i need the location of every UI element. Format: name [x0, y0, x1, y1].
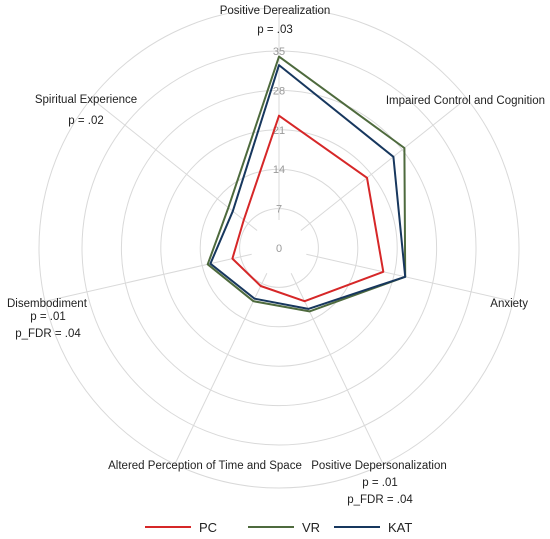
grid-spoke	[300, 97, 467, 231]
legend-swatch	[248, 526, 294, 528]
tick-label: 0	[276, 243, 282, 255]
legend-item-vr: VR	[248, 516, 320, 538]
legend-swatch	[334, 526, 380, 528]
axis-label: Spiritual Experience	[35, 94, 137, 106]
legend-label: VR	[302, 519, 321, 535]
p-value-annotation: p = .03	[257, 24, 293, 36]
tick-label: 7	[276, 204, 282, 216]
legend-label: PC	[199, 519, 218, 535]
radar-series	[206, 55, 407, 313]
tick-label: 14	[273, 164, 285, 176]
p-value-annotation: p = .02	[68, 115, 104, 127]
axis-label: Anxiety	[490, 298, 528, 310]
legend-item-pc: PC	[145, 516, 217, 538]
p-value-annotation: p_FDR = .04	[347, 494, 413, 506]
grid-spoke	[44, 253, 252, 302]
axis-label: Positive Depersonalization	[311, 460, 447, 472]
tick-label: 35	[273, 46, 285, 58]
axis-label: Impaired Control and Cognition	[386, 95, 545, 107]
grid-spoke	[174, 273, 268, 465]
axis-label: Positive Derealization	[220, 5, 331, 17]
p-value-annotation: p = .01	[30, 311, 66, 323]
axis-label: Disembodiment	[7, 298, 88, 310]
legend-item-kat: KAT	[334, 516, 412, 538]
axis-label: Altered Perception of Time and Space	[108, 460, 302, 472]
grid-spoke	[91, 97, 258, 231]
legend-label: KAT	[388, 519, 413, 535]
radar-grid	[38, 7, 520, 489]
axis-labels: Positive Derealization p = .03 Impaired Co…	[7, 5, 545, 506]
series-line-vr	[206, 55, 407, 313]
grid-spoke	[306, 253, 514, 302]
grid-spoke	[290, 273, 384, 465]
series-line-pc	[231, 114, 385, 303]
legend: PC VR KAT	[0, 516, 550, 538]
p-value-annotation: p_FDR = .04	[15, 328, 81, 340]
legend-swatch	[145, 526, 191, 528]
p-value-annotation: p = .01	[362, 477, 398, 489]
tick-label: 28	[273, 85, 285, 97]
series-line-kat	[209, 64, 407, 310]
